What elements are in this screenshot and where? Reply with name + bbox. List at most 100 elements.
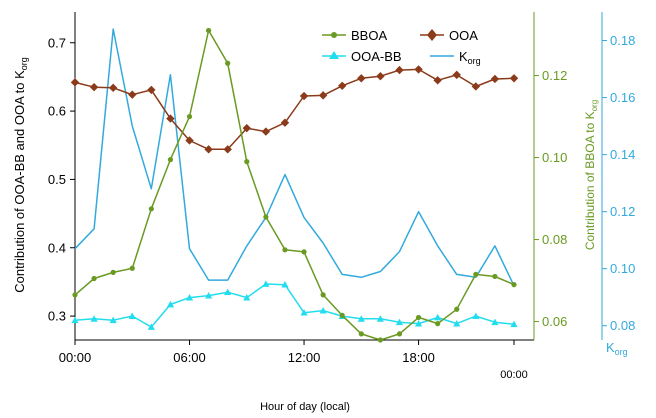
- data-point-ooa: [280, 118, 290, 127]
- data-point-bboa: [167, 157, 174, 163]
- data-point-bboa: [110, 269, 116, 275]
- data-point-ooa: [376, 72, 385, 81]
- data-point-ooa: [223, 145, 232, 154]
- right2-tick-label: 0.16: [610, 90, 635, 105]
- left-tick-label: 0.5: [48, 172, 66, 187]
- data-point-ooa: [108, 83, 118, 93]
- left-axis-ticks: 0.3 0.4 0.5 0.6 0.7: [48, 35, 75, 324]
- data-point-ooa-bb: [71, 316, 79, 324]
- data-point-bboa: [435, 321, 441, 327]
- right2-tick-label: 0.12: [610, 204, 635, 219]
- data-point-ooa: [166, 114, 175, 123]
- right2-axis-title-sub: org: [615, 347, 628, 357]
- data-point-ooa-bb: [434, 313, 442, 321]
- data-point-bboa: [358, 331, 364, 337]
- data-point-bboa: [148, 206, 154, 212]
- x-tick-label: 00:00: [500, 369, 528, 381]
- data-point-bboa: [72, 292, 78, 298]
- x-tick-label: 06:00: [173, 350, 206, 365]
- x-axis-title: Hour of day (local): [260, 401, 350, 413]
- legend-korg-label-main: K: [459, 49, 468, 64]
- left-axis-title: Contribution of OOA-BB and OOA to Korg: [12, 57, 29, 293]
- series-line-bboa: [74, 29, 515, 341]
- data-point-ooa-bb: [491, 318, 499, 326]
- legend-korg-label-sub: org: [468, 56, 481, 66]
- data-point-bboa: [282, 247, 288, 253]
- right1-tick-label: 0.08: [542, 232, 567, 247]
- data-point-ooa: [89, 82, 99, 92]
- legend-ooabb-marker: [329, 51, 339, 59]
- data-point-ooa: [185, 136, 194, 145]
- data-point-bboa: [339, 312, 345, 318]
- legend-ooa-marker: [427, 29, 437, 41]
- data-point-bboa: [186, 113, 193, 120]
- data-point-ooa: [242, 123, 251, 133]
- data-point-ooa-bb: [281, 281, 289, 288]
- left-tick-label: 0.6: [48, 104, 66, 119]
- data-point-ooa: [452, 70, 461, 80]
- plot-frame: [74, 12, 603, 341]
- data-point-bboa: [301, 249, 307, 255]
- data-point-bboa: [415, 314, 422, 321]
- right2-tick-label: 0.08: [610, 318, 635, 333]
- data-point-ooa-bb: [224, 288, 232, 296]
- data-point-bboa: [206, 27, 212, 34]
- data-point-bboa: [91, 275, 97, 282]
- data-point-bboa: [263, 214, 269, 220]
- data-point-ooa: [299, 91, 309, 101]
- legend-ooa-label: OOA: [449, 28, 478, 43]
- left-tick-label: 0.7: [48, 35, 66, 50]
- right1-axis-title-sub: org: [590, 100, 599, 112]
- data-point-ooa: [471, 82, 481, 91]
- data-point-bboa: [225, 60, 231, 66]
- right2-axis-ticks: 0.08 0.10 0.12 0.14 0.16 0.18: [602, 33, 635, 333]
- right1-tick-label: 0.06: [542, 314, 567, 329]
- data-point-bboa: [454, 306, 460, 312]
- data-point-ooa-bb: [109, 316, 117, 324]
- data-point-bboa: [320, 292, 326, 298]
- left-axis-title-sub: org: [19, 57, 29, 70]
- data-point-ooa: [490, 74, 500, 84]
- right1-axis-title-main: Contribution of BBOA to K: [583, 111, 597, 250]
- data-point-ooa-bb: [414, 320, 423, 327]
- data-point-ooa-bb: [395, 318, 404, 326]
- data-point-ooa-bb: [90, 315, 98, 322]
- data-point-ooa: [128, 90, 137, 99]
- series-line-ooa: [74, 68, 515, 151]
- data-point-ooa: [509, 74, 519, 83]
- data-point-ooa-bb: [453, 320, 461, 327]
- legend-korg-label: Korg: [459, 49, 481, 66]
- data-point-ooa: [204, 145, 213, 154]
- data-point-ooa-bb: [319, 307, 327, 314]
- data-point-ooa-bb: [205, 291, 213, 299]
- data-point-ooa-bb: [472, 312, 480, 319]
- series-line-ooa-bb: [74, 283, 515, 328]
- data-point-ooa-bb: [243, 294, 251, 301]
- series-layer: [70, 27, 519, 343]
- series-bboa: [72, 27, 517, 343]
- series-ooa: [70, 65, 519, 154]
- data-point-bboa: [396, 331, 403, 337]
- legend-ooabb-label: OOA-BB: [351, 49, 402, 64]
- data-point-ooa-bb: [376, 315, 384, 322]
- data-point-ooa: [318, 91, 328, 100]
- data-point-ooa-bb: [262, 280, 270, 287]
- data-point-ooa: [357, 74, 366, 83]
- data-point-ooa: [338, 81, 347, 90]
- right2-tick-label: 0.10: [610, 261, 635, 276]
- series-line-k: [74, 28, 515, 287]
- legend-bboa-label: BBOA: [351, 28, 387, 43]
- data-point-ooa: [261, 127, 271, 136]
- data-point-bboa: [129, 265, 135, 271]
- x-axis-ticks: 00:00 06:00 12:00 18:00 00:00: [59, 340, 528, 381]
- right1-axis-title: Contribution of BBOA to Korg: [583, 100, 599, 250]
- data-point-ooa-bb: [357, 315, 365, 322]
- right1-tick-label: 0.10: [542, 150, 567, 165]
- x-tick-label: 18:00: [402, 350, 435, 365]
- data-point-ooa: [70, 78, 80, 87]
- left-axis-title-main: Contribution of OOA-BB and OOA to K: [12, 70, 27, 293]
- series-ooa-bb: [71, 280, 518, 330]
- left-tick-label: 0.3: [48, 309, 66, 324]
- data-point-ooa-bb: [166, 300, 175, 308]
